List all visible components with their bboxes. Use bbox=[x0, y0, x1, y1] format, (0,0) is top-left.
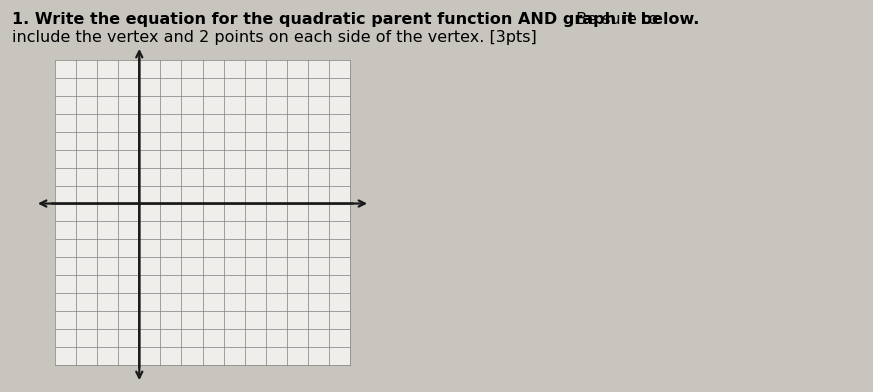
Text: 1. Write the equation for the quadratic parent function AND graph it below.: 1. Write the equation for the quadratic … bbox=[12, 12, 699, 27]
Text: Be sure to: Be sure to bbox=[571, 12, 658, 27]
Bar bbox=[55, 60, 350, 365]
Text: include the vertex and 2 points on each side of the vertex. [3pts]: include the vertex and 2 points on each … bbox=[12, 30, 537, 45]
